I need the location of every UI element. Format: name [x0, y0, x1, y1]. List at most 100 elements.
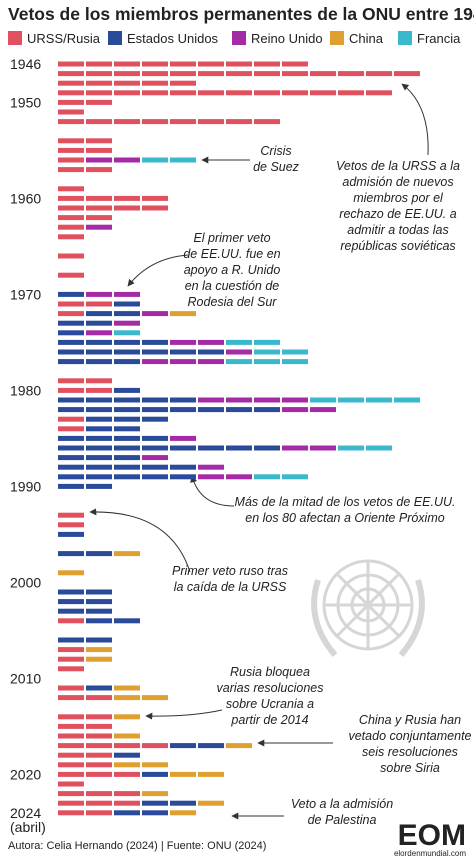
veto-group — [114, 810, 168, 816]
veto-unit — [114, 387, 140, 393]
veto-group — [58, 359, 140, 365]
annotation-line: China y Rusia han — [359, 713, 461, 727]
source: Autora: Celia Hernando (2024) | Fuente: … — [8, 840, 266, 852]
annotation-line: vetado conjuntamente — [348, 729, 471, 743]
legend-item: URSS/Rusia — [8, 31, 101, 46]
veto-unit — [170, 474, 196, 480]
veto-unit — [142, 435, 168, 441]
veto-unit — [170, 445, 196, 451]
annotation: Primer veto ruso tras la caída de la URSS — [172, 564, 288, 594]
veto-unit — [58, 301, 84, 307]
veto-unit — [254, 119, 280, 125]
veto-group — [114, 762, 168, 768]
veto-group — [58, 407, 280, 413]
veto-unit — [114, 445, 140, 451]
veto-unit — [86, 771, 112, 777]
veto-unit — [170, 80, 196, 86]
veto-unit — [226, 71, 252, 77]
veto-unit — [86, 435, 112, 441]
veto-unit — [58, 791, 84, 797]
veto-unit — [338, 445, 364, 451]
un-emblem — [311, 559, 425, 657]
veto-unit — [254, 349, 280, 355]
veto-unit — [366, 445, 392, 451]
veto-unit — [394, 71, 420, 77]
veto-group — [58, 551, 112, 557]
veto-unit — [58, 291, 84, 297]
veto-group — [58, 90, 392, 96]
veto-unit — [142, 464, 168, 470]
veto-unit — [338, 90, 364, 96]
veto-unit — [58, 387, 84, 393]
veto-unit — [86, 215, 112, 221]
legend-swatch — [330, 31, 344, 45]
veto-unit — [142, 455, 168, 461]
veto-unit — [170, 464, 196, 470]
veto-unit — [114, 330, 140, 336]
veto-unit — [338, 71, 364, 77]
veto-unit — [198, 445, 224, 451]
veto-unit — [170, 71, 196, 77]
veto-unit — [198, 339, 224, 345]
veto-unit — [58, 570, 84, 576]
annotation-line: partir de 2014 — [230, 713, 308, 727]
veto-unit — [114, 90, 140, 96]
veto-unit — [58, 320, 84, 326]
legend-item: Estados Unidos — [108, 31, 219, 46]
y-tick-label: 2024 — [10, 805, 41, 821]
veto-unit — [226, 397, 252, 403]
veto-unit — [170, 435, 196, 441]
veto-group — [114, 301, 140, 307]
veto-unit — [86, 291, 112, 297]
veto-group — [58, 186, 84, 192]
veto-unit — [282, 359, 308, 365]
veto-unit — [142, 205, 168, 211]
veto-unit — [86, 800, 112, 806]
veto-unit — [254, 397, 280, 403]
veto-unit — [142, 80, 168, 86]
annotation-line: Veto a la admisión — [291, 797, 393, 811]
annotation-line: de Suez — [253, 160, 300, 174]
veto-unit — [198, 71, 224, 77]
annotation-line: Primer veto ruso tras — [172, 564, 288, 578]
veto-unit — [142, 119, 168, 125]
veto-unit — [142, 359, 168, 365]
veto-unit — [282, 61, 308, 67]
veto-unit — [86, 695, 112, 701]
veto-unit — [366, 397, 392, 403]
veto-unit — [58, 637, 84, 643]
veto-unit — [58, 99, 84, 105]
annotation-line: Crisis — [260, 144, 291, 158]
veto-unit — [114, 407, 140, 413]
veto-unit — [86, 99, 112, 105]
veto-unit — [226, 90, 252, 96]
veto-unit — [254, 445, 280, 451]
veto-group — [142, 157, 196, 163]
veto-unit — [86, 752, 112, 758]
veto-unit — [226, 359, 252, 365]
veto-unit — [254, 90, 280, 96]
veto-unit — [394, 397, 420, 403]
veto-unit — [86, 810, 112, 816]
veto-unit — [226, 743, 252, 749]
veto-unit — [282, 407, 308, 413]
annotation-line: de Palestina — [308, 813, 377, 827]
veto-group — [58, 330, 84, 336]
veto-group — [114, 714, 140, 720]
annotation-line: sobre Siria — [380, 761, 440, 775]
veto-unit — [86, 301, 112, 307]
veto-unit — [86, 378, 112, 384]
veto-unit — [58, 359, 84, 365]
veto-unit — [114, 551, 140, 557]
veto-group — [86, 291, 140, 297]
veto-unit — [114, 61, 140, 67]
veto-unit — [198, 90, 224, 96]
veto-group — [282, 445, 336, 451]
annotation-line: Más de la mitad de los vetos de EE.UU. — [235, 495, 456, 509]
veto-unit — [86, 416, 112, 422]
veto-group — [58, 387, 112, 393]
veto-unit — [198, 397, 224, 403]
veto-group — [86, 330, 112, 336]
veto-unit — [114, 791, 140, 797]
veto-group — [58, 474, 196, 480]
